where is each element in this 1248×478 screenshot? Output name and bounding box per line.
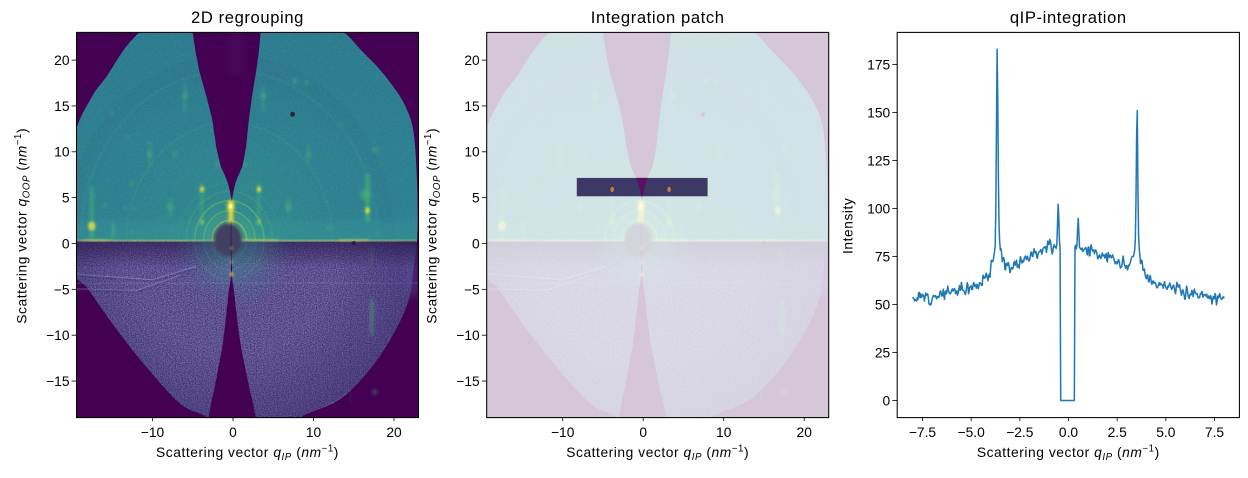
svg-text:50: 50 — [875, 297, 891, 312]
svg-text:125: 125 — [867, 153, 890, 168]
svg-text:−15: −15 — [456, 374, 480, 389]
svg-text:5.0: 5.0 — [1156, 425, 1176, 440]
svg-text:10: 10 — [464, 145, 480, 160]
svg-text:150: 150 — [867, 105, 890, 120]
svg-text:175: 175 — [867, 57, 890, 72]
svg-text:20: 20 — [797, 425, 813, 440]
svg-text:100: 100 — [867, 201, 890, 216]
svg-text:Intensity: Intensity — [841, 198, 856, 254]
svg-text:2.5: 2.5 — [1108, 425, 1128, 440]
svg-text:−10: −10 — [551, 425, 575, 440]
svg-text:0: 0 — [472, 236, 480, 251]
svg-text:2D regrouping: 2D regrouping — [191, 8, 304, 27]
svg-text:20: 20 — [386, 425, 402, 440]
svg-text:15: 15 — [464, 99, 480, 114]
svg-text:−5.0: −5.0 — [958, 425, 986, 440]
svg-text:75: 75 — [875, 249, 891, 264]
svg-text:0.0: 0.0 — [1059, 425, 1079, 440]
svg-text:−10: −10 — [141, 425, 165, 440]
svg-text:−10: −10 — [456, 328, 480, 343]
svg-text:−7.5: −7.5 — [909, 425, 937, 440]
svg-text:−15: −15 — [46, 374, 70, 389]
svg-text:Scattering vector qIP (nm−1): Scattering vector qIP (nm−1) — [977, 444, 1160, 464]
svg-text:5: 5 — [472, 191, 480, 206]
svg-text:−5: −5 — [54, 282, 70, 297]
svg-text:10: 10 — [306, 425, 322, 440]
svg-text:10: 10 — [716, 425, 732, 440]
svg-text:Scattering vector qIP (nm−1): Scattering vector qIP (nm−1) — [156, 444, 339, 464]
svg-text:7.5: 7.5 — [1205, 425, 1225, 440]
svg-text:0: 0 — [883, 393, 891, 408]
svg-text:20: 20 — [54, 53, 70, 68]
svg-text:10: 10 — [54, 145, 70, 160]
svg-text:Scattering vector qIP (nm−1): Scattering vector qIP (nm−1) — [566, 444, 749, 464]
svg-text:−5: −5 — [464, 282, 480, 297]
svg-text:0: 0 — [639, 425, 647, 440]
svg-text:0: 0 — [62, 236, 70, 251]
svg-text:Integration patch: Integration patch — [591, 8, 725, 27]
svg-text:qIP-integration: qIP-integration — [1010, 8, 1127, 27]
svg-text:5: 5 — [62, 191, 70, 206]
svg-text:15: 15 — [54, 99, 70, 114]
svg-text:−10: −10 — [46, 328, 70, 343]
svg-text:25: 25 — [875, 345, 891, 360]
svg-text:−2.5: −2.5 — [1006, 425, 1034, 440]
svg-text:0: 0 — [229, 425, 237, 440]
svg-text:20: 20 — [464, 53, 480, 68]
